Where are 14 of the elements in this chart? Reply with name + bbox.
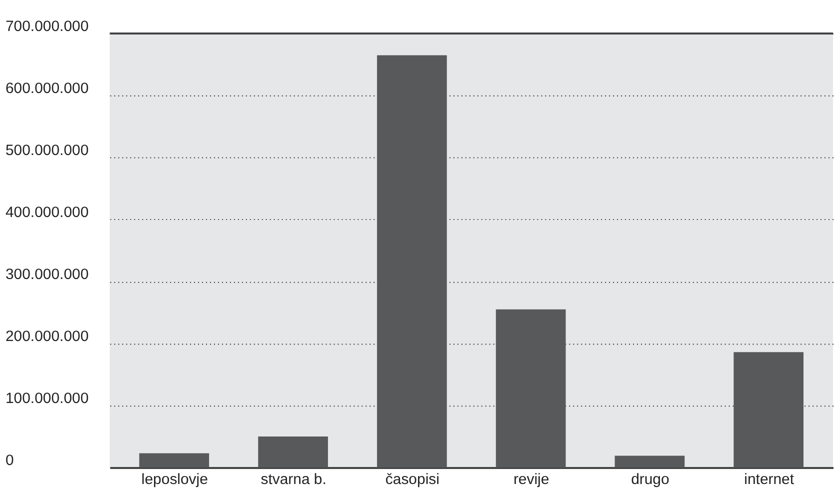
y-tick-label: 300.000.000: [5, 266, 89, 283]
y-tick-label: 400.000.000: [5, 204, 89, 221]
x-tick-label: stvarna b.: [260, 470, 326, 488]
x-tick-label: internet: [744, 470, 795, 488]
y-tick-label: 700.000.000: [5, 18, 89, 36]
x-tick-label: revije: [513, 470, 550, 488]
x-tick-label: leposlovje: [141, 470, 208, 488]
x-tick-label: časopisi: [385, 470, 440, 488]
y-tick-label: 600.000.000: [5, 80, 89, 98]
y-tick-label: 200.000.000: [5, 328, 89, 345]
y-tick-label: 0: [5, 452, 14, 469]
y-tick-label: 100.000.000: [5, 390, 89, 407]
x-tick-label: drugo: [631, 470, 670, 488]
y-tick-label: 500.000.000: [5, 142, 89, 160]
